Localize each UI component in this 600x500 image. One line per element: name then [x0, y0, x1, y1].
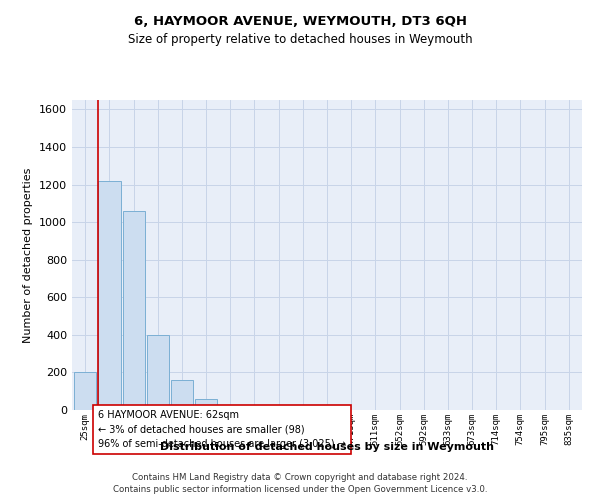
Text: Distribution of detached houses by size in Weymouth: Distribution of detached houses by size …: [160, 442, 494, 452]
Bar: [98, 181, 121, 410]
Text: Contains public sector information licensed under the Open Government Licence v3: Contains public sector information licen…: [113, 485, 487, 494]
Text: Contains HM Land Registry data © Crown copyright and database right 2024.: Contains HM Land Registry data © Crown c…: [132, 472, 468, 482]
Bar: [171, 380, 193, 410]
Text: 6, HAYMOOR AVENUE, WEYMOUTH, DT3 6QH: 6, HAYMOOR AVENUE, WEYMOUTH, DT3 6QH: [133, 15, 467, 28]
Bar: [268, 407, 290, 410]
Bar: [74, 372, 97, 410]
Bar: [219, 406, 241, 410]
Bar: [244, 406, 266, 410]
Y-axis label: Number of detached properties: Number of detached properties: [23, 168, 34, 342]
Text: 6 HAYMOOR AVENUE: 62sqm
← 3% of detached houses are smaller (98)
96% of semi-det: 6 HAYMOOR AVENUE: 62sqm ← 3% of detached…: [98, 410, 346, 450]
Bar: [195, 398, 217, 410]
Text: Size of property relative to detached houses in Weymouth: Size of property relative to detached ho…: [128, 32, 472, 46]
Bar: [122, 211, 145, 410]
Bar: [146, 335, 169, 410]
